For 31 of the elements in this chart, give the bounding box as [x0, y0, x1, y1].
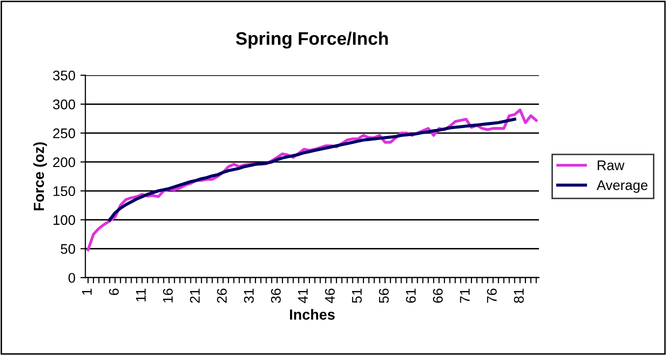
chart-title: Spring Force/Inch [236, 32, 388, 49]
x-tick-label: 21 [190, 288, 200, 303]
x-tick-label: 76 [486, 288, 497, 303]
legend-label: Raw [598, 160, 624, 170]
x-tick-label: 26 [216, 288, 227, 303]
y-axis-title: Force (oz) [33, 142, 47, 210]
x-tick-label: 31 [244, 288, 254, 303]
x-tick-label: 1 [82, 288, 92, 295]
y-tick-label: 350 [53, 70, 76, 80]
x-tick-label: 36 [270, 288, 281, 303]
x-tick-label: 6 [108, 288, 119, 296]
y-tick-label: 300 [53, 100, 76, 110]
y-tick-label: 0 [68, 272, 76, 283]
y-tick-label: 200 [53, 157, 76, 168]
x-tick-label: 46 [324, 288, 335, 304]
y-tick-label: 50 [60, 244, 76, 254]
x-tick-label: 61 [406, 288, 416, 303]
x-tick-label: 81 [514, 288, 524, 303]
x-tick-label: 71 [460, 288, 470, 303]
x-axis-title: Inches [290, 309, 335, 320]
y-tick-label: 150 [54, 186, 76, 196]
y-tick-label: 250 [53, 128, 76, 138]
x-tick-label: 16 [162, 288, 173, 302]
x-tick-label: 56 [378, 288, 389, 303]
y-tick-label: 100 [54, 215, 76, 225]
x-tick-label: 41 [298, 288, 308, 304]
x-tick-label: 66 [432, 288, 443, 303]
legend-label: Average [596, 180, 648, 193]
line-series [108, 118, 516, 222]
x-tick-label: 51 [352, 288, 362, 303]
x-tick-label: 11 [136, 288, 146, 302]
